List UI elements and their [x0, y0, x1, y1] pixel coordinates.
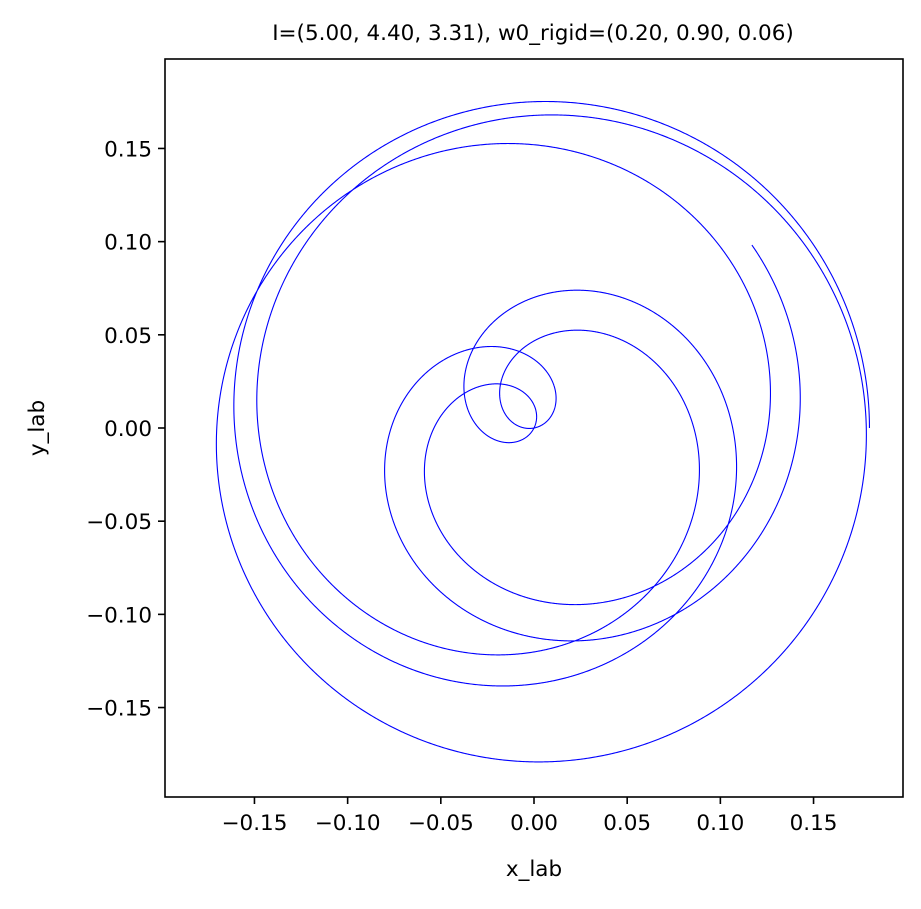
x-tick-label: −0.15: [222, 811, 288, 836]
y-tick-label: −0.05: [86, 510, 152, 535]
x-tick-label: −0.05: [408, 811, 474, 836]
y-tick-label: 0.00: [104, 417, 152, 442]
x-tick-label: 0.10: [696, 811, 744, 836]
x-axis-ticks: −0.15 −0.10 −0.05 0.00 0.05 0.10 0.15: [222, 797, 838, 836]
x-tick-label: 0.15: [790, 811, 838, 836]
trajectory-line-group: [215, 100, 870, 763]
y-tick-label: −0.10: [86, 603, 152, 628]
chart-title: I=(5.00, 4.40, 3.31), w0_rigid=(0.20, 0.…: [272, 21, 794, 46]
y-tick-label: 0.10: [104, 231, 152, 256]
x-tick-label: 0.00: [510, 811, 558, 836]
x-axis-label: x_lab: [506, 857, 562, 882]
x-tick-label: 0.05: [603, 811, 651, 836]
y-tick-label: 0.05: [104, 324, 152, 349]
y-axis-ticks: 0.15 0.10 0.05 0.00 −0.05 −0.10 −0.15: [86, 137, 165, 722]
x-tick-label: −0.10: [315, 811, 381, 836]
trajectory-line: [215, 100, 870, 763]
y-tick-label: −0.15: [86, 697, 152, 722]
y-axis-label: y_lab: [25, 400, 50, 456]
y-tick-label: 0.15: [104, 137, 152, 162]
